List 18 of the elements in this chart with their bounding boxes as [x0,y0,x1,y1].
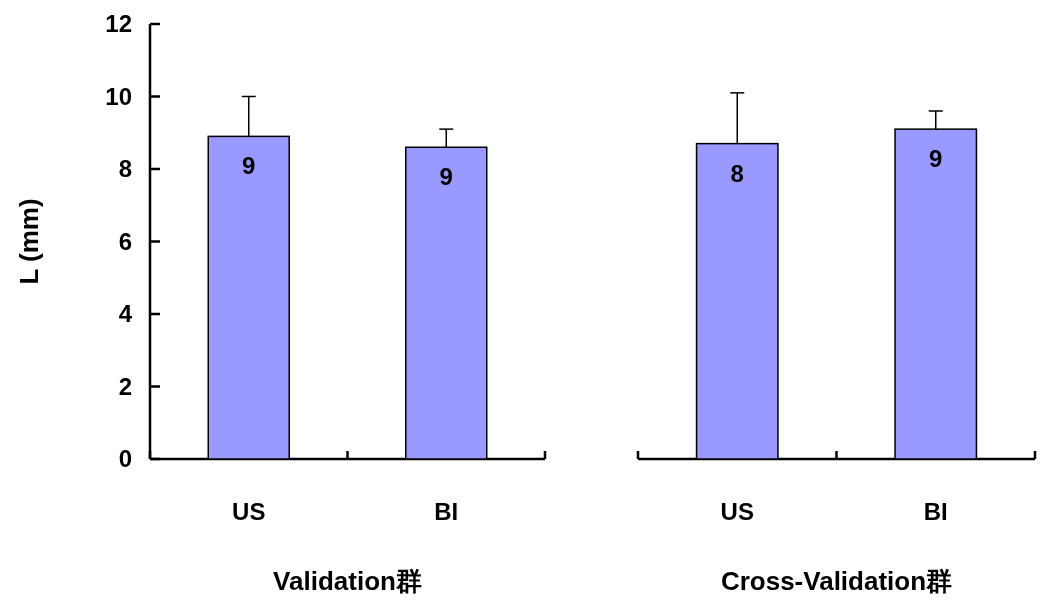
y-axis-title: L (mm) [14,198,44,285]
y-tick-label: 0 [118,445,132,472]
x-tick-label: BI [923,498,948,525]
y-tick-label: 2 [118,372,132,400]
annotation: 9 [439,163,453,191]
y-tick-label: 6 [118,227,132,255]
annotation: 9 [929,145,943,173]
x-tick-label: BI [434,498,459,525]
annotation: 9 [242,152,256,180]
y-tick-label: 8 [118,155,132,182]
y-tick-label: 12 [105,10,132,37]
x-axis-title: Validation群 [273,566,422,596]
y-tick-label: 4 [118,300,133,327]
y-tick-label: 10 [105,82,132,110]
x-axis-title: Cross-Validation群 [720,566,953,596]
annotation: 8 [730,159,744,187]
x-tick-label: US [232,498,266,525]
x-tick-label: US [720,498,754,525]
